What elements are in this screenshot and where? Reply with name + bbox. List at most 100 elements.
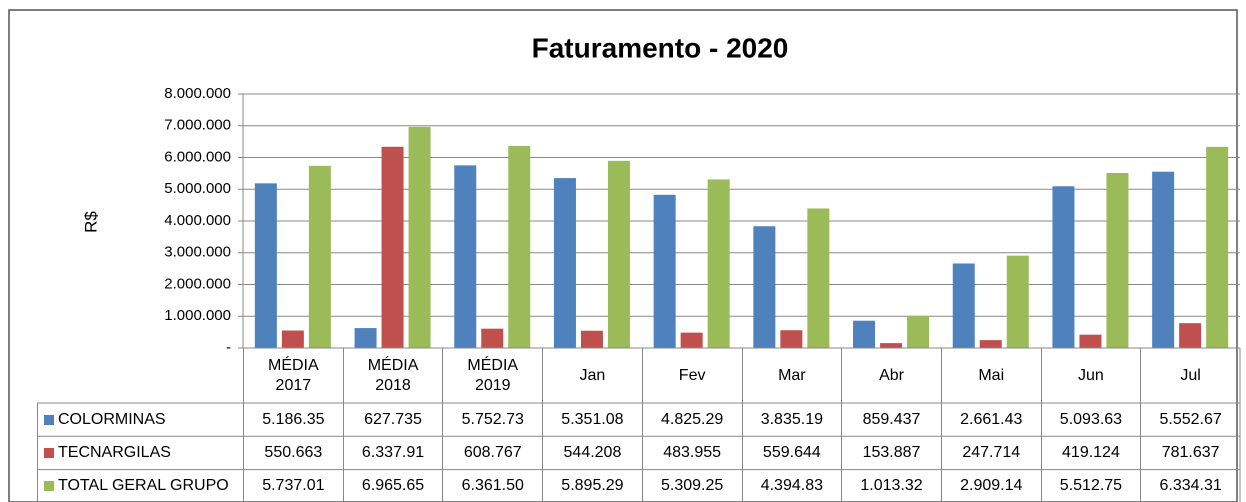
value-label-text: 5.512.75 bbox=[1059, 477, 1123, 495]
bar bbox=[281, 330, 304, 348]
value-label-text: 544.208 bbox=[563, 443, 622, 461]
value-label-text: 153.887 bbox=[862, 443, 921, 461]
value-label-text: 859.437 bbox=[862, 410, 921, 428]
value-label: 1.013.32 bbox=[841, 469, 941, 502]
value-label: 5.309.25 bbox=[641, 469, 742, 502]
bar bbox=[1179, 323, 1202, 348]
legend-entry: TECNARGILAS bbox=[37, 436, 243, 470]
legend-entry: TOTAL GERAL GRUPO bbox=[37, 469, 243, 502]
bar bbox=[254, 183, 277, 348]
value-label: 419.124 bbox=[1040, 436, 1141, 470]
value-label: 6.965.65 bbox=[342, 469, 443, 502]
value-label-text: 5.737.01 bbox=[262, 477, 325, 495]
x-tick-label: Mai bbox=[940, 348, 1041, 403]
bar bbox=[807, 208, 830, 348]
value-label-text: 559.644 bbox=[762, 443, 821, 461]
bar bbox=[408, 126, 431, 349]
value-label: 5.512.75 bbox=[1040, 469, 1141, 502]
value-label-text: 4.394.83 bbox=[760, 477, 823, 495]
x-tick-label-text: Abr bbox=[879, 366, 904, 384]
bar bbox=[1152, 171, 1175, 348]
x-tick-label-text: Jun bbox=[1078, 366, 1104, 384]
legend-entry-text: TOTAL GERAL GRUPO bbox=[58, 477, 229, 495]
value-label-text: 2.909.14 bbox=[960, 477, 1023, 495]
bar bbox=[1006, 255, 1029, 348]
bar bbox=[454, 165, 477, 348]
bar bbox=[580, 330, 603, 348]
value-label-text: 5.093.63 bbox=[1059, 410, 1123, 428]
bar bbox=[853, 320, 876, 348]
legend-key bbox=[44, 481, 54, 492]
value-label: 627.735 bbox=[342, 403, 443, 437]
value-label-text: 5.186.35 bbox=[262, 410, 325, 428]
x-tick-label: MÉDIA 2019 bbox=[442, 348, 542, 403]
bar bbox=[308, 165, 331, 348]
x-tick-label-text: MÉDIA 2019 bbox=[467, 356, 519, 394]
value-label: 5.895.29 bbox=[542, 469, 642, 502]
value-label-text: 4.825.29 bbox=[661, 410, 724, 428]
x-tick-label: Fev bbox=[641, 348, 742, 403]
chart-title: Faturamento - 2020 bbox=[532, 32, 789, 63]
value-label-text: 5.552.67 bbox=[1159, 410, 1222, 428]
value-label-text: 483.955 bbox=[663, 443, 722, 461]
value-label: 483.955 bbox=[641, 436, 742, 470]
x-tick-label: Abr bbox=[841, 348, 941, 403]
value-label: 5.186.35 bbox=[243, 403, 343, 437]
x-tick-label: Mar bbox=[741, 348, 842, 403]
value-label-text: 5.351.08 bbox=[561, 410, 624, 428]
legend-entry-text: COLORMINAS bbox=[58, 410, 166, 428]
value-label: 5.552.67 bbox=[1140, 403, 1240, 437]
value-label: 5.737.01 bbox=[243, 469, 343, 502]
value-label: 4.394.83 bbox=[741, 469, 842, 502]
bar bbox=[880, 343, 903, 348]
bar bbox=[707, 179, 730, 348]
value-label: 6.334.31 bbox=[1140, 469, 1240, 502]
legend-key bbox=[44, 447, 54, 458]
y-tick-label: 6.000.000 bbox=[164, 148, 231, 165]
y-tick-label: - bbox=[226, 339, 231, 356]
bar bbox=[354, 328, 377, 348]
x-tick-label: Jun bbox=[1040, 348, 1141, 403]
y-tick-label: 7.000.000 bbox=[164, 117, 231, 134]
x-tick-label-text: Mai bbox=[978, 366, 1005, 384]
value-label: 5.093.63 bbox=[1040, 403, 1141, 437]
value-label: 781.637 bbox=[1140, 436, 1240, 470]
y-axis-label: R$ bbox=[81, 211, 100, 233]
bar bbox=[653, 194, 676, 348]
value-label-text: 6.334.31 bbox=[1159, 477, 1222, 495]
x-tick-label-text: MÉDIA 2018 bbox=[367, 356, 419, 394]
value-label-text: 5.752.73 bbox=[461, 410, 524, 428]
x-tick-label-text: Jul bbox=[1180, 366, 1201, 384]
value-label-text: 1.013.32 bbox=[860, 477, 923, 495]
value-label: 608.767 bbox=[442, 436, 542, 470]
value-label: 2.661.43 bbox=[940, 403, 1041, 437]
bar bbox=[780, 330, 803, 348]
y-tick-label: 1.000.000 bbox=[164, 307, 231, 324]
value-label-text: 419.124 bbox=[1062, 443, 1120, 461]
x-tick-label: MÉDIA 2018 bbox=[342, 348, 443, 403]
legend-entry: COLORMINAS bbox=[37, 403, 243, 437]
y-tick-label: 5.000.000 bbox=[164, 180, 231, 197]
value-label: 247.714 bbox=[940, 436, 1041, 470]
bar bbox=[1079, 334, 1102, 348]
value-label: 5.351.08 bbox=[542, 403, 642, 437]
value-label-text: 608.767 bbox=[463, 443, 522, 461]
bar bbox=[1206, 146, 1229, 348]
bar bbox=[481, 328, 504, 348]
bar bbox=[508, 146, 531, 348]
y-tick-label: 4.000.000 bbox=[164, 212, 231, 229]
y-tick-label: 8.000.000 bbox=[164, 85, 231, 102]
x-tick-label: Jan bbox=[542, 348, 642, 403]
value-label: 6.337.91 bbox=[342, 436, 443, 470]
y-tick-label: 3.000.000 bbox=[164, 244, 231, 261]
legend-key bbox=[44, 414, 54, 425]
x-tick-label-text: Jan bbox=[579, 366, 606, 384]
value-label-text: 6.361.50 bbox=[461, 477, 524, 495]
x-tick-label-text: Mar bbox=[778, 366, 806, 384]
x-tick-label: Jul bbox=[1140, 348, 1240, 403]
bar bbox=[607, 160, 630, 348]
value-label: 4.825.29 bbox=[641, 403, 742, 437]
value-label-text: 5.895.29 bbox=[561, 477, 624, 495]
